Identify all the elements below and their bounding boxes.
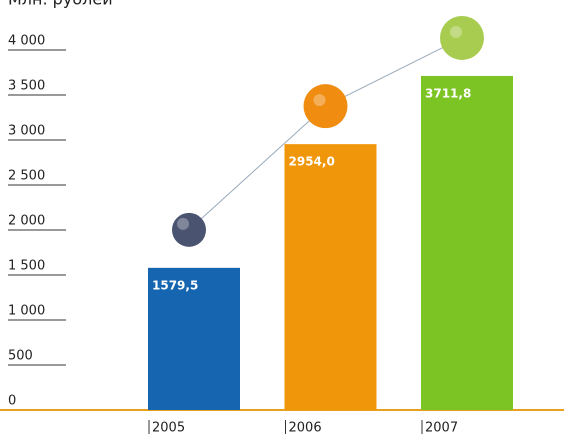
y-tick-label: 3 500	[8, 79, 45, 94]
fruit-highlight	[450, 25, 462, 38]
value-label: 1579,5	[152, 278, 198, 292]
bar	[284, 144, 377, 410]
x-tick-label: 2005	[152, 421, 185, 435]
y-tick-label: 2 500	[8, 169, 45, 184]
y-tick-label: 2 000	[8, 214, 45, 229]
value-label: 2954,0	[289, 155, 335, 169]
x-tick-label: 2006	[289, 421, 322, 435]
x-tick-label: 2007	[425, 421, 458, 435]
y-tick-label: 500	[8, 349, 33, 364]
y-tick-label: 1 500	[8, 259, 45, 274]
y-tick-label: 1 000	[8, 304, 45, 319]
fruit-icon	[440, 15, 484, 60]
y-tick-label: 3 000	[8, 124, 45, 139]
y-tick-label: 4 000	[8, 34, 45, 49]
bar	[148, 267, 240, 410]
y-axis-label: Млн. рублей	[8, 0, 113, 9]
fruit-icon	[172, 212, 206, 247]
y-tick-label: 0	[8, 394, 16, 409]
fruit-highlight	[177, 217, 189, 230]
value-label: 3711,8	[425, 86, 471, 100]
bar	[421, 75, 513, 411]
fruit-highlight	[313, 94, 326, 107]
fruit-icon	[303, 84, 348, 129]
